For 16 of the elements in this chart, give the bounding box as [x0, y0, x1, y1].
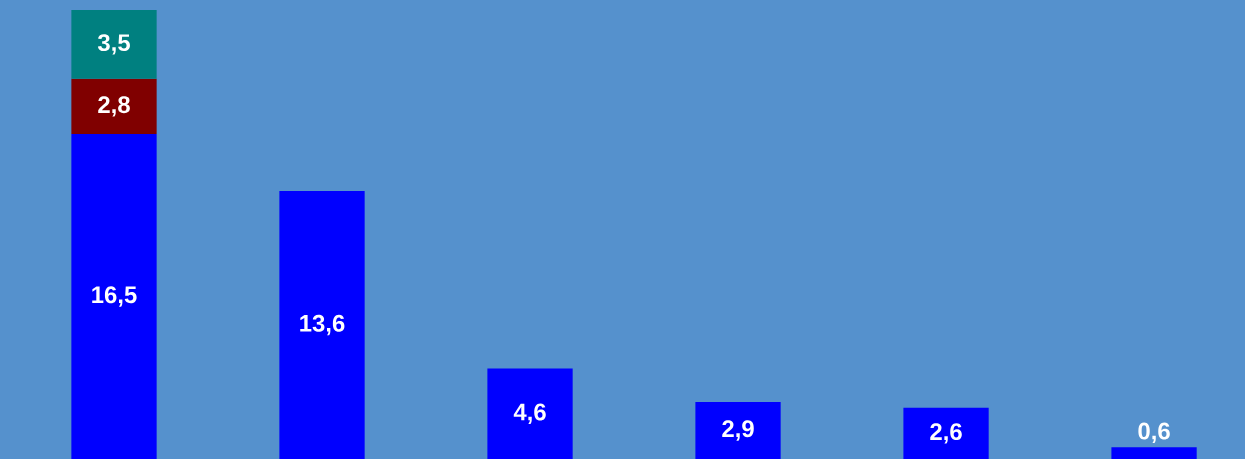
bar: [695, 401, 781, 459]
data-label: 2,6: [930, 423, 962, 444]
data-label: 16,5: [92, 286, 137, 307]
data-label: 3,5: [97, 34, 130, 55]
bar: [279, 191, 365, 459]
bar: [71, 133, 157, 459]
bar: [903, 407, 989, 459]
bar: [487, 368, 573, 459]
data-label: 4,6: [513, 403, 546, 424]
data-label: 2,8: [98, 96, 130, 117]
data-label: 0,6: [1138, 422, 1170, 443]
data-label: 2,9: [722, 420, 754, 441]
bar: [71, 78, 157, 134]
bar: [1111, 447, 1197, 459]
data-label: 13,6: [300, 314, 345, 336]
bar: [71, 9, 157, 79]
